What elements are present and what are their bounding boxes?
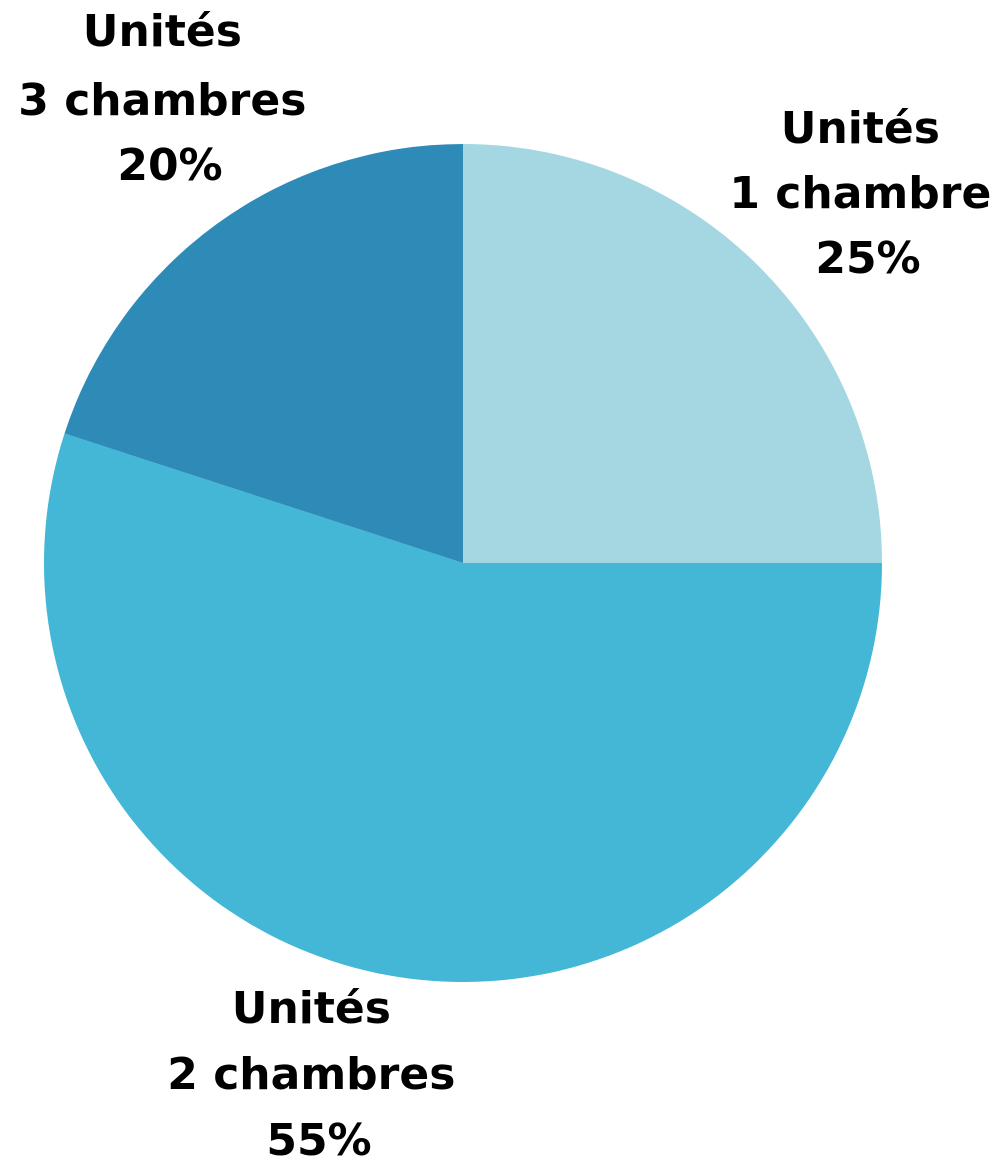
slice-label-2-category: Unités [232,983,391,1034]
slice-label-1-chambre: Unités 1 chambre 25% [729,103,1006,284]
slice-label-1-value: 25% [815,233,920,284]
pie-slice-2 [44,433,883,983]
slice-label-1-category: Unités [781,103,940,154]
slice-label-3-category: Unités [83,6,242,57]
slice-label-1-name: 1 chambre [729,168,991,219]
slice-label-3-chambres: Unités 3 chambres 20% [18,6,321,191]
pie-slices [44,144,883,983]
pie-slice-3 [64,144,463,563]
slice-label-3-value: 20% [117,140,222,191]
slice-label-3-name: 3 chambres [18,75,306,126]
slice-label-2-chambres: Unités 2 chambres 55% [167,983,470,1161]
slice-label-2-name: 2 chambres [167,1049,455,1100]
pie-slice-1 [463,144,882,563]
slice-label-2-value: 55% [266,1115,371,1161]
